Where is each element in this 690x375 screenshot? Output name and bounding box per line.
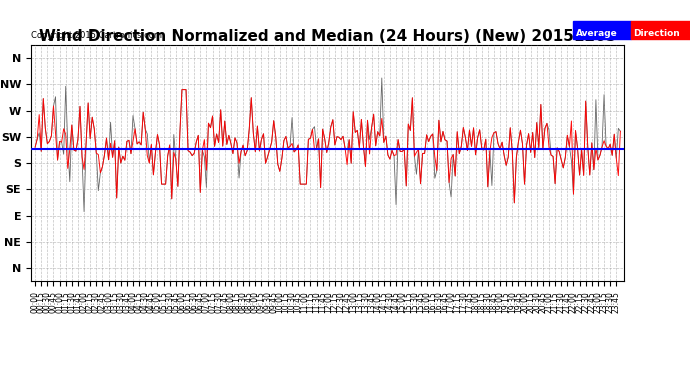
Text: Direction: Direction bbox=[633, 29, 680, 38]
Title: Wind Direction Normalized and Median (24 Hours) (New) 20151205: Wind Direction Normalized and Median (24… bbox=[39, 29, 616, 44]
Text: Average: Average bbox=[575, 29, 618, 38]
Text: Copyright 2015 Cartronics.com: Copyright 2015 Cartronics.com bbox=[31, 31, 162, 40]
